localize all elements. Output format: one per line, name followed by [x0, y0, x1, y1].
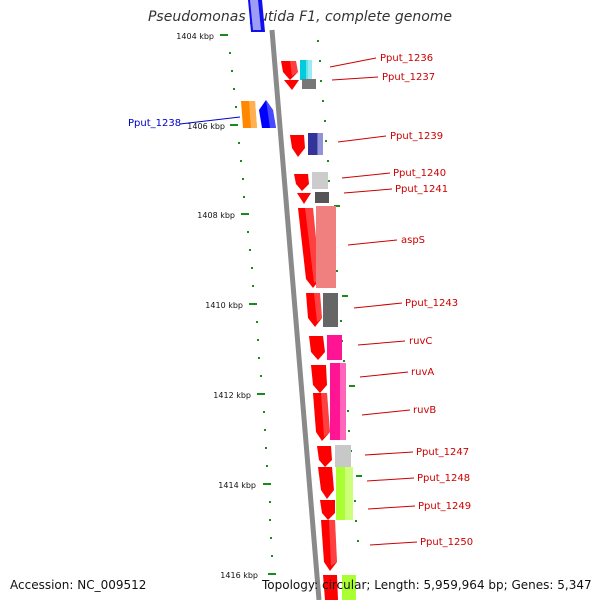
gene-arrow-pput-1243[interactable]	[306, 293, 322, 327]
gene-arrow-pput-1241[interactable]	[297, 193, 311, 204]
genome-title: Pseudomonas putida F1, complete genome	[147, 9, 453, 25]
gene-label-ruva[interactable]: ruvA	[411, 367, 434, 378]
gene-label-pput-1243[interactable]: Pput_1243	[405, 298, 458, 309]
gene-arrow-pput-1239[interactable]	[290, 135, 305, 157]
gene-arrow-partial-bottom[interactable]	[323, 575, 338, 600]
gene-arrow-ruvb[interactable]	[313, 393, 330, 441]
gene-arrow-pput-1249[interactable]	[320, 500, 335, 520]
gene-label-pput-1238[interactable]: Pput_1238	[128, 118, 181, 129]
forward-strand-genes	[281, 61, 338, 600]
ruler-label-1408: 1408 kbp	[197, 211, 235, 220]
category-boxes	[300, 60, 356, 600]
ruler-label-1404: 1404 kbp	[176, 32, 214, 41]
accession-label: Accession: NC_009512	[10, 578, 147, 592]
gene-label-pput-1247[interactable]: Pput_1247	[416, 447, 469, 458]
inner-ruler-dots	[220, 34, 276, 575]
gene-arrow-asps[interactable]	[298, 208, 320, 288]
gene-label-pput-1236[interactable]: Pput_1236	[380, 53, 433, 64]
category-box-ruvc[interactable]	[327, 335, 342, 360]
ruler-label-1410: 1410 kbp	[205, 301, 243, 310]
category-box-pput-1237[interactable]	[302, 79, 316, 89]
gene-arrow-ruva[interactable]	[311, 365, 327, 393]
gene-arrow-pput-1237[interactable]	[284, 80, 299, 90]
gene-label-pput-1249[interactable]: Pput_1249	[418, 501, 471, 512]
category-box-pput-1247[interactable]	[335, 445, 351, 467]
ruler-label-1406: 1406 kbp	[187, 122, 225, 131]
category-box-asps[interactable]	[316, 206, 336, 288]
gene-label-asps[interactable]: aspS	[401, 235, 425, 246]
gene-label-pput-1250[interactable]: Pput_1250	[420, 537, 473, 548]
gene-label-pput-1248[interactable]: Pput_1248	[417, 473, 470, 484]
reverse-strand-genes	[241, 100, 276, 128]
gene-label-ruvc[interactable]: ruvC	[409, 336, 432, 347]
gene-arrow-pput-1247[interactable]	[317, 446, 332, 467]
ruler-label-1414: 1414 kbp	[218, 481, 256, 490]
category-box-pput-1241[interactable]	[315, 192, 329, 203]
gene-arrow-pput-1240[interactable]	[294, 174, 309, 191]
gene-label-pput-1239[interactable]: Pput_1239	[390, 131, 443, 142]
gene-label-ruvb[interactable]: ruvB	[413, 405, 436, 416]
gene-arrow-pput-1236[interactable]	[281, 61, 298, 80]
ruler-label-1412: 1412 kbp	[213, 391, 251, 400]
gene-arrow-pput-1248[interactable]	[318, 467, 334, 499]
category-box-pput-1239[interactable]	[308, 133, 318, 155]
genome-backbone	[269, 29, 322, 600]
gene-label-pput-1241[interactable]: Pput_1241	[395, 184, 448, 195]
category-box-pput-1243[interactable]	[323, 293, 338, 327]
gene-arrow-pput-1250[interactable]	[321, 520, 337, 571]
ruler-label-1416: 1416 kbp	[220, 571, 258, 580]
gene-label-pput-1237[interactable]: Pput_1237	[382, 72, 435, 83]
gene-arrow-ruvc[interactable]	[309, 336, 325, 360]
category-box-pput-1236[interactable]	[300, 60, 308, 80]
category-box-partial-bottom[interactable]	[342, 575, 356, 600]
category-box-pput-1240[interactable]	[312, 172, 328, 189]
gene-label-pput-1240[interactable]: Pput_1240	[393, 168, 446, 179]
genome-summary: Topology: circular; Length: 5,959,964 bp…	[262, 578, 592, 592]
label-leader-pput-1238	[179, 116, 241, 125]
label-leader-lines	[329, 57, 418, 546]
